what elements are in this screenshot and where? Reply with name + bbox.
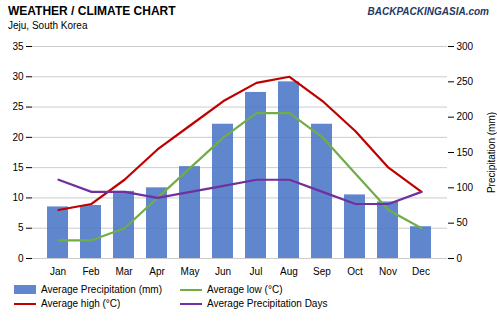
svg-text:May: May — [181, 266, 200, 277]
svg-text:Jan: Jan — [50, 266, 66, 277]
svg-text:50: 50 — [457, 217, 469, 228]
svg-text:Jun: Jun — [215, 266, 231, 277]
svg-text:Jul: Jul — [250, 266, 263, 277]
svg-text:200: 200 — [457, 111, 474, 122]
svg-text:Sep: Sep — [313, 266, 331, 277]
svg-text:15: 15 — [12, 162, 24, 173]
html-text:WEATHER / CLIMATE CHART: WEATHER / CLIMATE CHART — [8, 4, 176, 18]
svg-text:30: 30 — [12, 71, 24, 82]
svg-text:Apr: Apr — [149, 266, 165, 277]
html-text:Average low (°C): Average low (°C) — [207, 284, 283, 295]
svg-text:250: 250 — [457, 76, 474, 87]
svg-text:20: 20 — [12, 132, 24, 143]
html-text:BACKPACKINGASIA.com: BACKPACKINGASIA.com — [367, 6, 489, 17]
html-text:Average Precipitation Days: Average Precipitation Days — [207, 298, 328, 309]
svg-text:35: 35 — [12, 41, 24, 52]
svg-text:0: 0 — [18, 253, 24, 264]
svg-text:0: 0 — [457, 253, 463, 264]
svg-text:Feb: Feb — [82, 266, 100, 277]
html-text:Average Precipitation (mm): Average Precipitation (mm) — [41, 284, 162, 295]
svg-text:5: 5 — [18, 222, 24, 233]
svg-text:Mar: Mar — [115, 266, 133, 277]
svg-text:300: 300 — [457, 41, 474, 52]
svg-text:100: 100 — [457, 182, 474, 193]
svg-text:Nov: Nov — [379, 266, 397, 277]
svg-text:Aug: Aug — [280, 266, 298, 277]
svg-text:25: 25 — [12, 101, 24, 112]
svg-text:10: 10 — [12, 192, 24, 203]
svg-text:Precipitation (mm): Precipitation (mm) — [486, 112, 497, 193]
html-text:Average high (°C): Average high (°C) — [41, 298, 121, 309]
svg-text:Oct: Oct — [347, 266, 363, 277]
html-text:Jeju, South Korea: Jeju, South Korea — [8, 20, 88, 31]
svg-text:Dec: Dec — [412, 266, 430, 277]
svg-text:150: 150 — [457, 147, 474, 158]
